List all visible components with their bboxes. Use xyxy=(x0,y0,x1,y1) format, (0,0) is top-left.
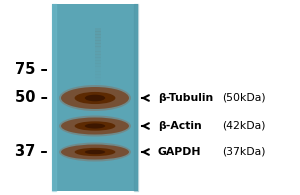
Ellipse shape xyxy=(61,118,129,135)
Text: (42kDa): (42kDa) xyxy=(222,121,266,131)
Ellipse shape xyxy=(85,95,105,101)
Bar xyxy=(95,56,101,58)
Bar xyxy=(95,80,101,82)
Bar xyxy=(95,68,101,70)
Text: 75 –: 75 – xyxy=(15,63,48,77)
Bar xyxy=(95,63,101,65)
Text: 50 –: 50 – xyxy=(15,90,48,105)
Bar xyxy=(95,60,101,62)
Bar xyxy=(95,74,101,76)
Ellipse shape xyxy=(85,150,105,154)
Bar xyxy=(95,86,101,89)
Bar xyxy=(95,37,101,39)
Bar xyxy=(95,53,101,55)
Ellipse shape xyxy=(75,92,116,104)
Bar xyxy=(95,77,101,79)
Bar xyxy=(95,70,101,72)
Bar xyxy=(95,66,101,68)
Ellipse shape xyxy=(75,121,116,131)
Bar xyxy=(95,54,101,56)
Bar xyxy=(95,48,101,50)
Bar xyxy=(95,43,101,45)
Ellipse shape xyxy=(59,115,131,136)
Text: (37kDa): (37kDa) xyxy=(222,147,266,157)
Bar xyxy=(95,71,101,73)
Bar xyxy=(95,50,101,51)
Bar xyxy=(95,33,101,35)
Ellipse shape xyxy=(61,144,129,160)
Bar xyxy=(95,51,101,53)
Ellipse shape xyxy=(75,148,116,156)
Bar xyxy=(95,57,101,59)
Text: GAPDH: GAPDH xyxy=(158,147,202,157)
Bar xyxy=(95,45,101,47)
Bar xyxy=(95,34,101,36)
Ellipse shape xyxy=(61,87,129,109)
Text: 37 –: 37 – xyxy=(15,144,48,160)
Text: β-Actin: β-Actin xyxy=(158,121,202,131)
Bar xyxy=(95,46,101,49)
Bar xyxy=(95,79,101,81)
Bar xyxy=(95,73,101,75)
Bar xyxy=(95,83,101,85)
Ellipse shape xyxy=(85,123,105,129)
Bar xyxy=(95,62,101,64)
Bar xyxy=(95,65,101,67)
Bar xyxy=(95,82,101,84)
Bar xyxy=(95,88,101,90)
Bar xyxy=(95,39,101,41)
Bar xyxy=(95,85,101,87)
Bar xyxy=(95,76,101,78)
Bar xyxy=(95,42,101,44)
Bar xyxy=(95,29,101,32)
Bar xyxy=(95,36,101,38)
Text: β-Tubulin: β-Tubulin xyxy=(158,93,213,103)
Ellipse shape xyxy=(59,85,131,111)
Bar xyxy=(95,31,101,33)
Ellipse shape xyxy=(59,143,131,161)
Bar xyxy=(95,59,101,61)
Text: (50kDa): (50kDa) xyxy=(222,93,266,103)
Bar xyxy=(95,28,101,30)
Bar xyxy=(95,40,101,42)
Bar xyxy=(52,4,138,191)
